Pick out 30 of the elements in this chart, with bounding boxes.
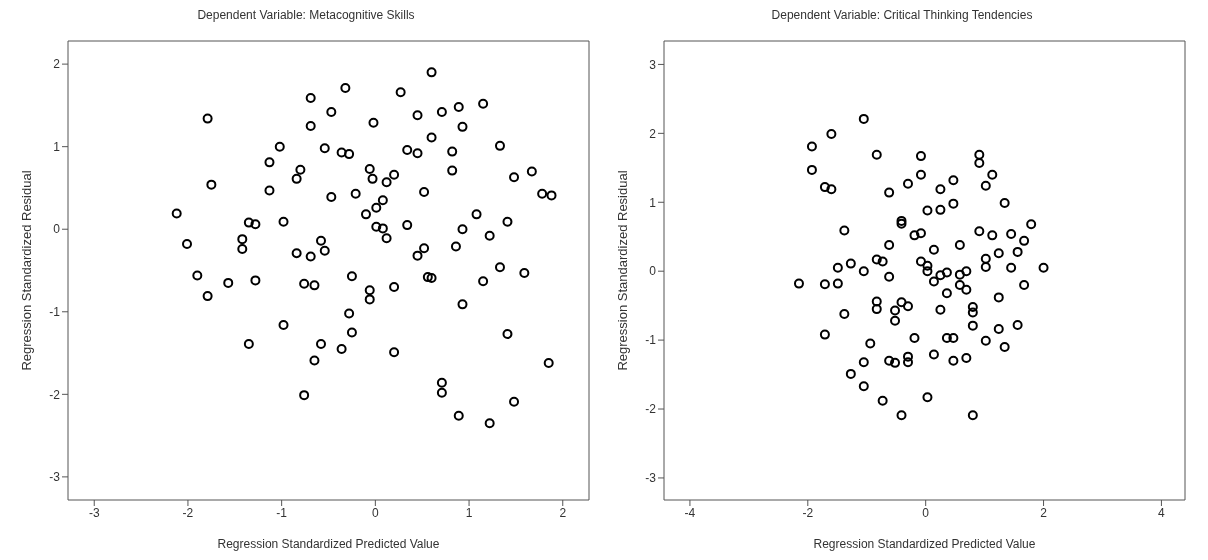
chart-title: Dependent Variable: Critical Thinking Tendencies bbox=[770, 8, 1034, 24]
x-axis-title: Regression Standardized Predicted Value bbox=[217, 537, 440, 551]
x-tick-label: -2 bbox=[802, 505, 814, 520]
y-axis-title: Regression Standardized Residual bbox=[18, 170, 34, 371]
y-tick-label: -1 bbox=[49, 305, 61, 320]
x-tick-label: -1 bbox=[276, 505, 288, 520]
x-tick-label: 0 bbox=[372, 505, 380, 520]
y-tick-label: -1 bbox=[645, 333, 657, 348]
x-tick-label: 2 bbox=[1040, 505, 1048, 520]
x-tick-label: -2 bbox=[182, 505, 194, 520]
x-tick-label: 1 bbox=[465, 505, 473, 520]
y-tick-label: -3 bbox=[49, 470, 61, 485]
y-tick-label: 2 bbox=[649, 126, 657, 141]
x-tick-label: 0 bbox=[922, 505, 930, 520]
y-tick-label: 1 bbox=[649, 195, 657, 210]
chart-title: Dependent Variable: Metacognitive Skills bbox=[196, 8, 416, 24]
y-tick-label: 0 bbox=[649, 264, 657, 279]
x-tick-label: -4 bbox=[684, 505, 696, 520]
x-tick-label: 2 bbox=[559, 505, 567, 520]
y-tick-label: 1 bbox=[53, 139, 61, 154]
x-axis-title: Regression Standardized Predicted Value bbox=[813, 537, 1036, 551]
y-tick-label: -3 bbox=[645, 471, 657, 486]
y-tick-label: 3 bbox=[649, 57, 657, 72]
y-tick-label: -2 bbox=[49, 387, 61, 402]
y-tick-label: -2 bbox=[645, 402, 657, 417]
x-tick-label: -3 bbox=[88, 505, 100, 520]
y-axis-title: Regression Standardized Residual bbox=[614, 170, 630, 371]
y-tick-label: 0 bbox=[53, 222, 61, 237]
x-tick-label: 4 bbox=[1158, 505, 1166, 520]
y-tick-label: 2 bbox=[53, 57, 61, 72]
